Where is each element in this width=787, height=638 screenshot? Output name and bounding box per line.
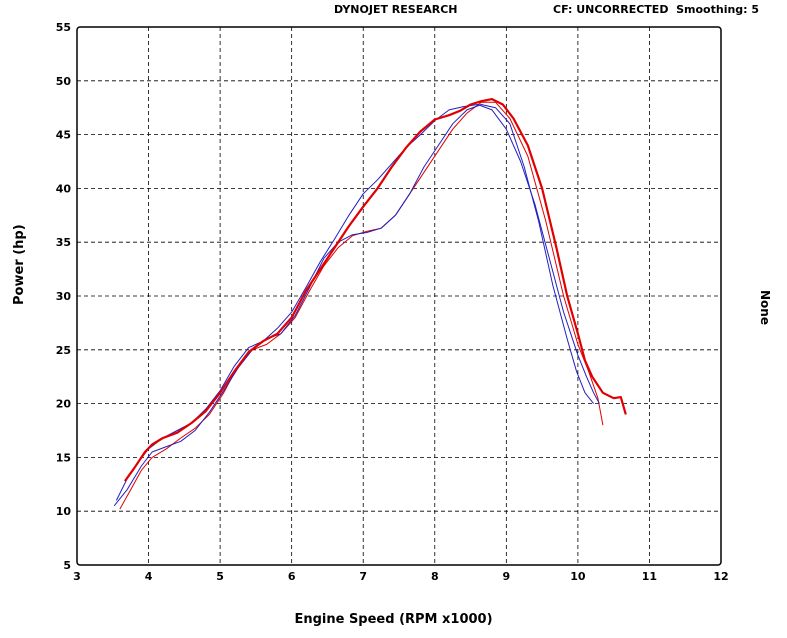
power-curve-line-4 — [113, 104, 594, 507]
power-curve-line-3 — [115, 104, 600, 501]
x-tick-label: 8 — [431, 570, 439, 583]
x-tick-label: 3 — [73, 570, 81, 583]
x-tick-label: 10 — [570, 570, 586, 583]
y-axis-label: Power (hp) — [12, 224, 27, 305]
y-tick-label: 5 — [63, 559, 71, 572]
y-tick-label: 35 — [56, 236, 71, 249]
x-tick-label: 4 — [145, 570, 153, 583]
y-tick-label: 30 — [56, 290, 72, 303]
x-tick-label: 9 — [503, 570, 511, 583]
secondary-y-axis-label: None — [758, 290, 772, 325]
y-tick-label: 25 — [56, 344, 71, 357]
x-tick-label: 6 — [288, 570, 296, 583]
y-tick-label: 15 — [56, 451, 71, 464]
y-tick-label: 10 — [56, 505, 72, 518]
plot-frame — [76, 26, 722, 566]
y-tick-label: 45 — [56, 129, 71, 142]
x-tick-label: 5 — [216, 570, 224, 583]
y-tick-label: 55 — [56, 21, 71, 34]
chart-header-right: CF: UNCORRECTED Smoothing: 5 — [553, 3, 760, 16]
x-axis-label: Engine Speed (RPM x1000) — [294, 612, 493, 627]
x-tick-label: 7 — [359, 570, 367, 583]
y-tick-label: 50 — [56, 75, 72, 88]
y-tick-label: 20 — [56, 398, 72, 411]
y-tick-label: 40 — [56, 182, 72, 195]
x-tick-label: 11 — [642, 570, 657, 583]
x-tick-label: 12 — [713, 570, 728, 583]
power-curve-line-2 — [119, 101, 604, 510]
chart-header-left: DYNOJET RESEARCH — [334, 3, 458, 16]
power-curve-line-1 — [124, 97, 627, 482]
